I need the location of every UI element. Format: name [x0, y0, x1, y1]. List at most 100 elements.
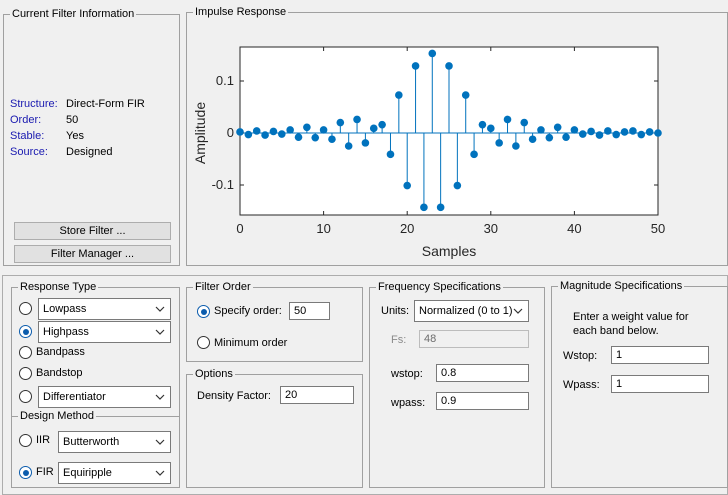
lowpass-select[interactable]: Lowpass — [38, 298, 171, 320]
stem-marker — [478, 120, 487, 129]
chevron-down-icon — [155, 306, 165, 312]
lowpass-radio[interactable] — [19, 302, 32, 315]
minimum-order-label[interactable]: Minimum order — [214, 337, 288, 349]
stem-marker — [386, 150, 395, 159]
iir-radio[interactable] — [19, 434, 32, 447]
wpass-weight-input[interactable]: 1 — [611, 375, 709, 393]
x-axis-label: Samples — [422, 243, 476, 259]
stem-marker — [570, 126, 579, 134]
differentiator-select[interactable]: Differentiator — [38, 386, 171, 408]
wstop-weight-input[interactable]: 1 — [611, 346, 709, 364]
stem-marker — [353, 115, 361, 124]
current-filter-panel: Current Filter Information Structure: Di… — [3, 8, 180, 266]
differentiator-select-value: Differentiator — [43, 391, 106, 403]
density-factor-label: Density Factor: — [197, 390, 271, 402]
stem-marker — [495, 139, 503, 147]
stable-label: Stable: — [10, 130, 45, 142]
order-value: 50 — [66, 114, 79, 126]
stem-marker — [319, 126, 328, 134]
stem-marker — [520, 118, 529, 127]
stem-marker — [286, 126, 294, 134]
stem-marker — [595, 131, 604, 139]
impulse-response-plot: 0 10 20 30 40 50 0.1 0 -0.1 Amplitude Samples — [192, 46, 665, 259]
stem-marker — [236, 128, 244, 136]
stem-marker — [420, 203, 428, 212]
stem-marker — [261, 131, 269, 139]
wstop-weight-label: Wstop: — [563, 350, 598, 362]
wstop-label: wstop: — [391, 368, 423, 380]
stem-marker — [461, 91, 470, 99]
stem-marker — [503, 115, 512, 124]
stem-series — [236, 49, 662, 212]
stem-marker — [278, 130, 286, 138]
stem-marker — [637, 130, 646, 139]
chevron-down-icon — [155, 394, 165, 400]
fs-label: Fs: — [391, 334, 407, 346]
y-axis-ticks: 0.1 0 -0.1 — [212, 73, 658, 192]
x-tick-label: 10 — [316, 221, 330, 236]
stem-marker — [537, 126, 545, 134]
stem-marker — [654, 129, 662, 137]
impulse-response-title: Impulse Response — [193, 6, 289, 19]
stem-marker — [470, 150, 478, 159]
x-tick-label: 30 — [484, 221, 498, 236]
order-input[interactable]: 50 — [289, 302, 330, 320]
bandpass-label[interactable]: Bandpass — [36, 346, 85, 358]
fs-input: 48 — [419, 330, 529, 348]
highpass-select-value: Highpass — [43, 326, 89, 338]
store-filter-button[interactable]: Store Filter ... — [14, 222, 171, 240]
differentiator-radio[interactable] — [19, 390, 32, 403]
wpass-input[interactable]: 0.9 — [436, 392, 529, 410]
stem-marker — [629, 127, 637, 135]
impulse-response-panel: Impulse Response — [186, 6, 728, 266]
highpass-select[interactable]: Highpass — [38, 321, 171, 343]
units-select[interactable]: Normalized (0 to 1) — [414, 300, 529, 322]
chevron-down-icon — [155, 439, 165, 445]
wpass-label: wpass: — [391, 397, 426, 409]
fir-select[interactable]: Equiripple — [58, 462, 171, 484]
bandstop-label[interactable]: Bandstop — [36, 367, 83, 379]
x-tick-label: 0 — [236, 221, 243, 236]
stem-marker — [403, 181, 412, 190]
stem-marker — [436, 203, 445, 212]
minimum-order-radio[interactable] — [197, 336, 210, 349]
stem-marker — [311, 133, 320, 142]
source-value: Designed — [66, 146, 113, 158]
filter-manager-button[interactable]: Filter Manager ... — [14, 245, 171, 263]
stem-marker — [395, 91, 403, 99]
specify-order-label[interactable]: Specify order: — [214, 305, 282, 317]
bandpass-radio[interactable] — [19, 346, 32, 359]
structure-value: Direct-Form FIR — [66, 98, 145, 110]
highpass-radio[interactable] — [19, 325, 32, 338]
current-filter-title: Current Filter Information — [10, 8, 137, 21]
stem-marker — [545, 133, 554, 142]
response-type-title: Response Type — [18, 281, 99, 294]
units-select-value: Normalized (0 to 1) — [419, 305, 513, 317]
stem-marker — [294, 133, 303, 141]
bandstop-radio[interactable] — [19, 367, 32, 380]
stem-marker — [512, 142, 520, 150]
stem-marker — [361, 139, 370, 147]
stem-marker — [604, 127, 612, 135]
y-tick-label: -0.1 — [212, 177, 234, 192]
stem-marker — [378, 120, 386, 129]
options-group: Options — [186, 368, 363, 488]
specify-order-radio[interactable] — [197, 305, 210, 318]
stem-marker — [578, 130, 587, 138]
fir-label[interactable]: FIR — [36, 466, 54, 478]
fir-radio[interactable] — [19, 466, 32, 479]
filter-order-group: Filter Order — [186, 281, 363, 362]
units-label: Units: — [381, 305, 410, 317]
iir-label[interactable]: IIR — [36, 434, 51, 446]
y-tick-label: 0 — [227, 125, 234, 140]
x-tick-label: 20 — [400, 221, 414, 236]
chevron-down-icon — [155, 329, 165, 335]
chevron-down-icon — [155, 470, 165, 476]
magnitude-specs-title: Magnitude Specifications — [558, 280, 685, 293]
wstop-input[interactable]: 0.8 — [436, 364, 529, 382]
stable-value: Yes — [66, 130, 84, 142]
density-factor-input[interactable]: 20 — [280, 386, 354, 404]
stem-marker — [528, 135, 537, 144]
iir-select[interactable]: Butterworth — [58, 431, 171, 453]
stem-marker — [269, 127, 278, 136]
